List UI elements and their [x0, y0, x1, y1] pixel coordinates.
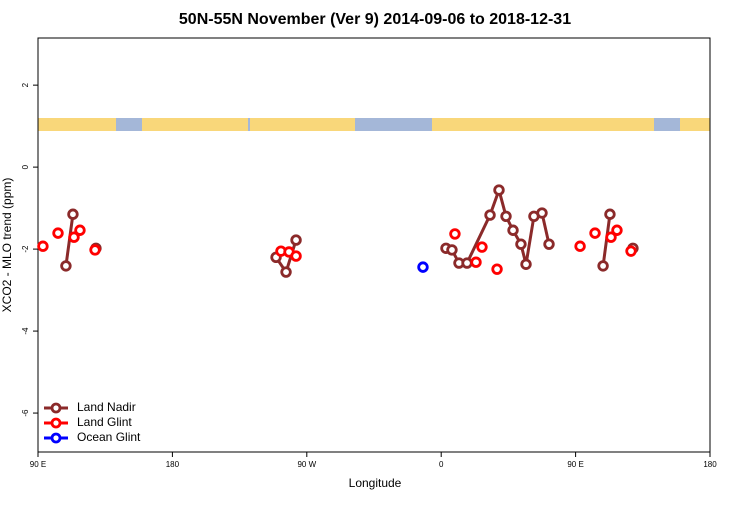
data-point	[417, 261, 429, 273]
data-point	[493, 184, 505, 196]
data-point	[476, 241, 488, 253]
data-point	[470, 256, 482, 268]
data-point	[491, 263, 503, 275]
data-point	[37, 240, 49, 252]
data-point	[597, 260, 609, 272]
data-point	[67, 208, 79, 220]
x-tick-label: 0	[439, 460, 444, 469]
legend-marker	[50, 402, 62, 414]
map-strip	[38, 118, 710, 131]
data-point	[461, 257, 473, 269]
y-tick-label: -4	[21, 327, 30, 335]
data-point	[625, 245, 637, 257]
chart-title: 50N-55N November (Ver 9) 2014-09-06 to 2…	[179, 11, 571, 28]
data-point	[68, 231, 80, 243]
data-point	[449, 228, 461, 240]
x-tick-label: 90 E	[30, 460, 46, 469]
data-point	[52, 227, 64, 239]
x-tick-label: 180	[166, 460, 180, 469]
legend-label: Land Nadir	[77, 400, 136, 414]
data-point	[589, 227, 601, 239]
data-point	[60, 260, 72, 272]
data-point	[515, 238, 527, 250]
x-tick-label: 180	[703, 460, 717, 469]
y-tick-label: -6	[21, 409, 30, 417]
data-point	[500, 210, 512, 223]
data-point	[574, 240, 586, 252]
data-point	[604, 208, 616, 220]
y-tick-label: -2	[21, 245, 30, 253]
data-point	[484, 209, 496, 221]
data-point	[290, 250, 302, 262]
data-point	[507, 224, 519, 236]
x-tick-label: 90 W	[297, 460, 316, 469]
legend-marker	[50, 417, 62, 429]
data-point	[543, 238, 555, 250]
data-point	[520, 258, 532, 270]
data-point	[446, 244, 458, 256]
data-point	[280, 266, 292, 278]
y-axis-label: XCO2 - MLO trend (ppm)	[0, 178, 14, 313]
y-tick-label: 2	[21, 82, 30, 87]
series-line	[66, 190, 633, 272]
x-axis-label: Longitude	[349, 476, 402, 490]
legend-marker	[50, 432, 62, 444]
data-point	[536, 207, 548, 219]
data-point	[89, 244, 101, 256]
legend-label: Ocean Glint	[77, 430, 141, 444]
plot-frame	[37, 37, 711, 453]
x-tick-label: 90 E	[567, 460, 583, 469]
data-point	[605, 231, 617, 243]
data-point	[611, 224, 623, 236]
data-point	[74, 224, 86, 236]
legend-label: Land Glint	[77, 415, 132, 429]
data-point	[290, 234, 302, 246]
y-tick-label: 0	[21, 164, 30, 169]
